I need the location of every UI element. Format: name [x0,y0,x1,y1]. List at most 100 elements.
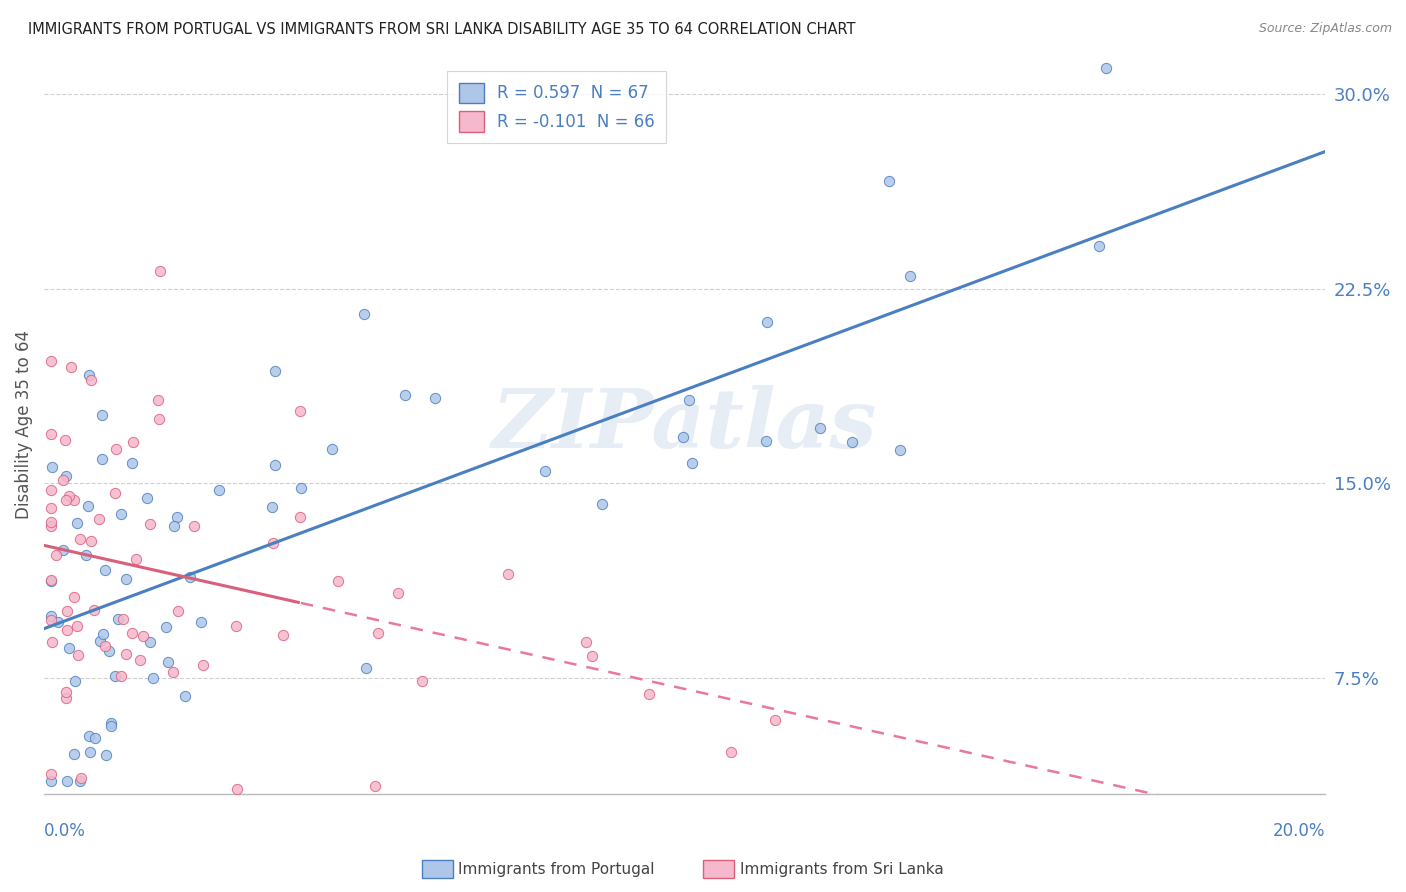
Point [763,713,786,727]
Point [321,442,343,456]
Point [353,307,375,321]
Point [190,615,212,629]
Point [121,626,143,640]
Point [163,519,186,533]
Point [193,658,215,673]
Point [138,517,160,532]
Point [326,574,349,589]
Point [39,767,62,781]
Point [104,669,127,683]
Point [56,623,79,637]
Point [755,434,778,448]
Point [39,354,62,368]
Text: Immigrants from Portugal: Immigrants from Portugal [458,863,655,877]
Point [63,747,86,762]
Point [83,603,105,617]
Text: Immigrants from Sri Lanka: Immigrants from Sri Lanka [740,863,943,877]
Point [110,668,132,682]
Point [62,591,84,605]
Point [77,499,100,513]
Point [100,715,122,730]
Point [39,516,62,530]
Legend: R = 0.597  N = 67, R = -0.101  N = 66: R = 0.597 N = 67, R = -0.101 N = 66 [447,70,666,144]
Point [60,359,83,374]
Point [79,373,101,387]
Point [638,687,661,701]
Point [387,586,409,600]
Point [122,435,145,450]
Point [898,269,921,284]
Point [90,408,112,422]
Point [67,648,90,662]
Point [55,684,77,698]
Point [46,615,69,629]
Point [55,691,77,706]
Point [44,549,66,563]
Point [80,534,103,549]
Point [96,747,118,762]
Text: ZIPatlas: ZIPatlas [492,384,877,465]
Point [39,500,62,515]
Point [672,429,695,443]
Point [97,644,120,658]
Point [131,629,153,643]
Point [100,719,122,733]
Point [146,393,169,408]
Point [720,745,742,759]
Point [69,774,91,789]
Point [52,543,75,558]
Point [66,516,89,531]
Point [84,731,107,746]
Text: IMMIGRANTS FROM PORTUGAL VS IMMIGRANTS FROM SRI LANKA DISABILITY AGE 35 TO 64 CO: IMMIGRANTS FROM PORTUGAL VS IMMIGRANTS F… [28,22,856,37]
Point [63,673,86,688]
Point [841,434,863,449]
Point [55,603,77,617]
Point [394,388,416,402]
Point [889,443,911,458]
Point [39,574,62,588]
Point [262,536,284,550]
Point [425,391,447,405]
Point [411,673,433,688]
Point [363,779,385,793]
Point [166,604,188,618]
Point [1095,61,1118,75]
Point [179,570,201,584]
Text: 20.0%: 20.0% [1272,822,1326,839]
Point [41,460,63,475]
Point [808,420,831,434]
Point [53,434,76,448]
Point [367,626,389,640]
Point [115,648,138,662]
Point [58,641,80,656]
Point [225,782,247,797]
Point [55,493,77,508]
Point [156,655,179,669]
Point [79,745,101,759]
Point [107,611,129,625]
Point [149,264,172,278]
Point [264,458,287,472]
Point [155,620,177,634]
Point [55,468,77,483]
Point [91,627,114,641]
Point [1088,238,1111,252]
Point [105,442,128,457]
Point [39,519,62,533]
Point [39,613,62,627]
Point [39,574,62,588]
Point [39,608,62,623]
Point [111,612,134,626]
Point [136,491,159,506]
Y-axis label: Disability Age 35 to 64: Disability Age 35 to 64 [15,330,32,519]
Point [575,635,598,649]
Point [124,551,146,566]
Point [89,634,111,648]
Point [114,572,136,586]
Point [290,481,312,495]
Text: 0.0%: 0.0% [44,822,86,839]
Point [77,368,100,382]
Point [139,635,162,649]
Point [110,508,132,522]
Point [260,500,283,514]
